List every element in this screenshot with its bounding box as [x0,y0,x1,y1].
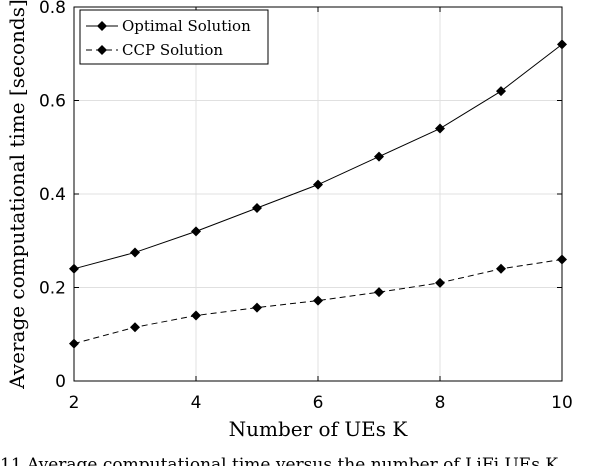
x-tick-label: 2 [69,393,80,413]
y-tick-label: 0.4 [39,185,66,205]
data-point-optimal-solution [69,263,79,274]
data-point-optimal-solution [130,247,140,258]
data-point-ccp-solution [557,254,567,265]
data-point-ccp-solution [69,338,79,349]
y-tick-label: 0.8 [39,0,66,18]
x-tick-label: 4 [191,393,202,413]
series-group [69,39,567,349]
legend-label-ccp: CCP Solution [122,41,223,59]
data-point-ccp-solution [191,310,201,321]
x-axis-label: Number of UEs K [229,417,409,441]
x-tick-label: 8 [435,393,446,413]
data-point-optimal-solution [557,39,567,50]
y-tick-label: 0.6 [39,92,66,112]
x-tick-label: 10 [551,393,573,413]
data-point-ccp-solution [496,263,506,274]
data-point-ccp-solution [252,302,262,313]
figure-caption: 11 Average computational time versus the… [0,455,558,466]
legend: Optimal Solution CCP Solution [79,9,269,65]
data-point-ccp-solution [435,277,445,288]
data-point-optimal-solution [435,123,445,134]
data-point-ccp-solution [313,295,323,306]
legend-label-optimal: Optimal Solution [122,17,251,35]
data-point-ccp-solution [130,322,140,333]
x-tick-label: 6 [313,393,324,413]
data-point-ccp-solution [374,287,384,298]
legend-marker-optimal [97,21,107,31]
axis-ticks: 2 4 6 8 10 0 0.2 0.4 0.6 0.8 [39,0,573,413]
data-point-optimal-solution [191,226,201,237]
data-point-optimal-solution [252,203,262,214]
data-point-optimal-solution [496,86,506,97]
legend-marker-ccp [97,45,107,55]
data-point-optimal-solution [313,179,323,190]
data-point-optimal-solution [374,151,384,162]
legend-box [79,9,269,65]
y-axis-label: Average computational time [seconds] [5,0,29,390]
y-tick-label: 0 [55,372,66,392]
y-tick-label: 0.2 [39,279,66,299]
series-line-ccp-solution [73,258,563,345]
